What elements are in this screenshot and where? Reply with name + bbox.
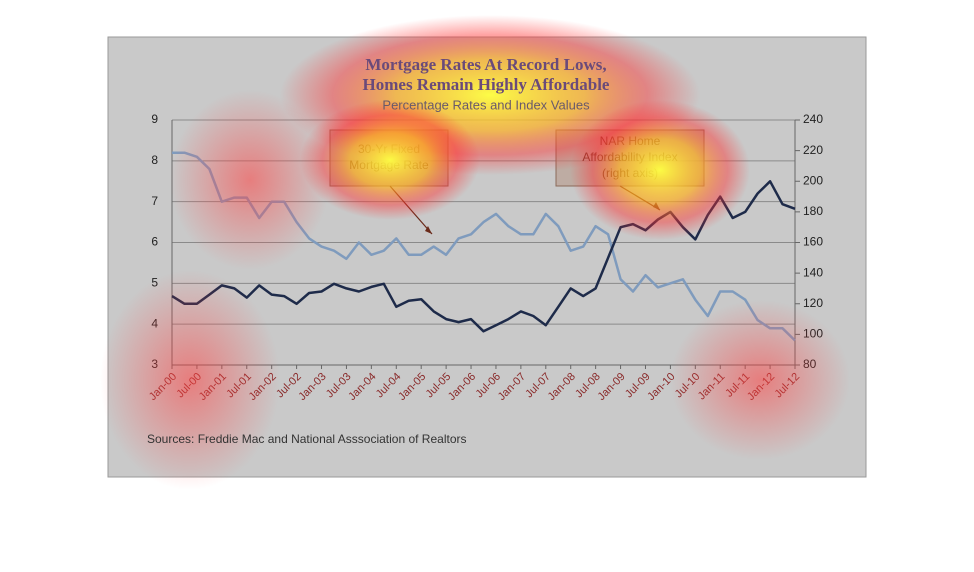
y2-tick-label: 160 bbox=[803, 235, 823, 249]
annotation-arrowhead bbox=[425, 226, 432, 234]
y2-tick-label: 100 bbox=[803, 327, 823, 341]
y-tick-label: 5 bbox=[151, 276, 158, 290]
y2-tick-label: 120 bbox=[803, 296, 823, 310]
y2-tick-label: 200 bbox=[803, 173, 823, 187]
y2-tick-label: 220 bbox=[803, 143, 823, 157]
annotation-text: Mortgage Rate bbox=[349, 158, 429, 172]
y-tick-label: 3 bbox=[151, 357, 158, 371]
y-tick-label: 8 bbox=[151, 153, 158, 167]
y-tick-label: 4 bbox=[151, 316, 158, 330]
y2-tick-label: 80 bbox=[803, 357, 817, 371]
annotation-text: Affordability Index bbox=[582, 150, 677, 164]
chart-title: Homes Remain Highly Affordable bbox=[363, 75, 610, 94]
y2-tick-label: 140 bbox=[803, 265, 823, 279]
annotation-text: NAR Home bbox=[600, 134, 661, 148]
annotation-text: 30-Yr Fixed bbox=[358, 142, 420, 156]
y2-tick-label: 240 bbox=[803, 112, 823, 126]
y-tick-label: 9 bbox=[151, 112, 158, 126]
chart-subtitle: Percentage Rates and Index Values bbox=[382, 97, 590, 112]
source-note: Sources: Freddie Mac and National Asssoc… bbox=[147, 432, 467, 446]
y-tick-label: 6 bbox=[151, 235, 158, 249]
chart-title: Mortgage Rates At Record Lows, bbox=[365, 55, 606, 74]
y-tick-label: 7 bbox=[151, 194, 158, 208]
y2-tick-label: 180 bbox=[803, 204, 823, 218]
annotation-text: (right axis) bbox=[602, 166, 658, 180]
